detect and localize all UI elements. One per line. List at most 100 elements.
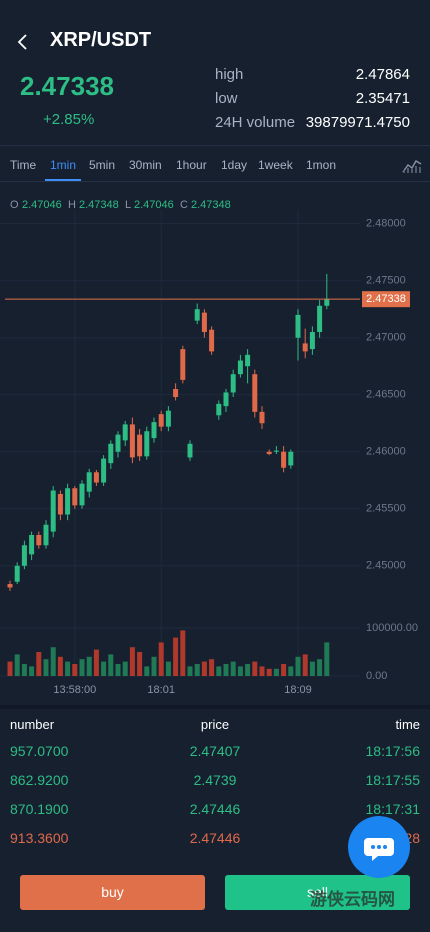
chat-icon: [364, 838, 394, 861]
candle-body: [72, 488, 78, 506]
volume-tick-label: 100000.00: [366, 622, 418, 634]
column-header: time: [395, 717, 420, 732]
volume-bar: [259, 666, 265, 676]
volume-bar: [324, 642, 330, 676]
candle-body: [201, 312, 207, 333]
candle-body: [101, 458, 107, 483]
candle-body: [29, 535, 35, 555]
ohlc-label: C: [180, 199, 188, 211]
trade-cell: 862.9200: [10, 772, 69, 788]
y-tick-label: 2.47500: [366, 275, 406, 287]
pair-title: XRP/USDT: [50, 29, 152, 51]
x-tick-label: 13:58:00: [53, 684, 96, 696]
volume-bar: [129, 647, 135, 676]
candle-body: [144, 431, 150, 457]
y-tick-label: 2.46000: [366, 446, 406, 458]
ohlc-label: H: [68, 199, 76, 211]
candle-body: [209, 329, 215, 352]
volume-bar: [93, 649, 99, 676]
trade-cell: 870.1900: [10, 801, 69, 817]
volume-bar: [223, 664, 229, 676]
volume-bar: [21, 664, 27, 676]
candle-body: [137, 434, 143, 457]
interval-tab[interactable]: 1hour: [176, 158, 207, 172]
volume-bar: [216, 666, 222, 676]
x-tick-label: 18:01: [147, 684, 175, 696]
candle-body: [180, 349, 186, 380]
volume-bar: [7, 661, 13, 676]
candle-body: [194, 309, 200, 321]
interval-tab[interactable]: Time: [10, 158, 37, 172]
trade-cell: 18:17:55: [365, 772, 421, 788]
candle-body: [281, 451, 287, 468]
divider: [0, 705, 430, 709]
volume-bar: [158, 642, 164, 676]
candle-body: [165, 410, 171, 427]
interval-tab[interactable]: 5min: [89, 158, 116, 172]
volume-bar: [86, 656, 92, 676]
ohlc-value: 2.47348: [79, 199, 119, 211]
trade-cell: 2.47407: [189, 743, 241, 759]
candle-body: [50, 490, 56, 532]
volume-bar: [230, 661, 236, 676]
volume-tick-label: 0.00: [366, 670, 387, 682]
candle-body: [158, 414, 164, 427]
chat-button[interactable]: [348, 816, 410, 878]
volume-bar: [237, 666, 243, 676]
volume-bar: [108, 654, 114, 676]
interval-tab[interactable]: 1week: [258, 158, 293, 172]
candle-body: [266, 451, 272, 455]
indicator-icon[interactable]: [402, 156, 422, 174]
candle-body: [57, 493, 63, 515]
volume-bar: [115, 664, 121, 676]
candle-body: [86, 472, 92, 492]
candle-body: [93, 472, 99, 483]
stat-label: 24H volume: [215, 114, 296, 131]
ohlc-value: 2.47348: [191, 199, 231, 211]
candle-body: [21, 545, 27, 566]
candle-body: [317, 305, 323, 333]
candle-body: [324, 298, 330, 306]
interval-tab[interactable]: 1mon: [306, 158, 337, 172]
volume-bar: [317, 659, 323, 676]
volume-bar: [209, 659, 215, 676]
volume-bar: [266, 668, 272, 676]
column-header: price: [200, 717, 230, 732]
candle-body: [187, 443, 193, 458]
candle-body: [230, 374, 236, 393]
interval-tab[interactable]: 30min: [129, 158, 162, 172]
volume-bar: [122, 661, 128, 676]
y-tick-label: 2.46500: [366, 389, 406, 401]
candle-body: [7, 584, 13, 588]
volume-bar: [36, 652, 42, 676]
y-tick-label: 2.45500: [366, 503, 406, 515]
volume-bar: [14, 654, 20, 676]
volume-bar: [281, 664, 287, 676]
candle-body: [129, 424, 135, 458]
volume-bar: [165, 661, 171, 676]
volume-bar: [180, 630, 186, 676]
sell-button[interactable]: sell: [225, 875, 410, 910]
volume-bar: [173, 637, 179, 676]
candle-body: [252, 374, 258, 412]
interval-tab[interactable]: 1day: [221, 158, 248, 172]
back-icon[interactable]: [14, 32, 32, 52]
candle-body: [309, 332, 315, 350]
volume-bar: [187, 666, 193, 676]
volume-bar: [273, 668, 279, 676]
candle-body: [43, 524, 49, 546]
volume-bar: [72, 664, 78, 676]
y-tick-label: 2.47000: [366, 332, 406, 344]
trade-cell: 18:17:56: [365, 743, 421, 759]
candle-body: [79, 483, 85, 506]
candle-body: [288, 451, 294, 466]
volume-bar: [43, 659, 49, 676]
price-change: +2.85%: [43, 111, 95, 128]
column-header: number: [10, 717, 55, 732]
volume-bar: [79, 659, 85, 676]
interval-tab[interactable]: 1min: [50, 158, 77, 172]
candle-body: [245, 354, 251, 367]
ohlc-label: L: [125, 199, 132, 211]
buy-button[interactable]: buy: [20, 875, 205, 910]
